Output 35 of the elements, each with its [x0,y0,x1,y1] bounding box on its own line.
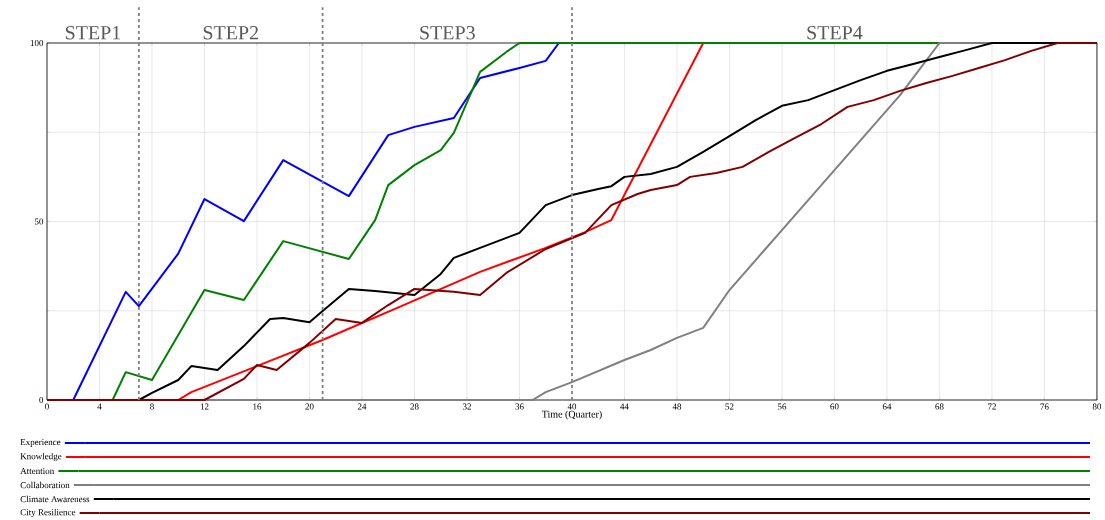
legend-label: Climate Awareness [20,495,90,503]
legend-label: Experience [20,439,61,447]
x-tick-label: 68 [935,403,944,410]
text: STEP1 [65,26,121,40]
text: STEP4 [807,26,863,40]
x-tick-label: 20 [305,403,314,410]
x-axis-title: Time (Quarter) [541,410,602,420]
x-tick-label: 32 [462,403,471,410]
x-tick-label: 72 [988,403,996,410]
x-tick-label: 28 [410,403,419,410]
x-tick-label: 0 [45,403,49,410]
x-tick-label: 8 [150,403,154,410]
x-tick-label: 60 [830,403,839,410]
legend-label: Attention [20,467,55,475]
x-tick-label: 64 [882,403,892,410]
x-tick-label: 16 [253,403,262,410]
legend-label: City Resilience [20,508,76,518]
x-tick-label: 76 [1040,403,1049,410]
text: STEP2 [203,26,258,40]
x-tick-label: 36 [515,403,524,410]
x-tick-label: 56 [777,403,787,410]
legend-label: Knowledge [20,452,62,462]
x-tick-label: 48 [672,403,682,410]
y-tick-label: 0 [39,396,44,404]
x-tick-label: 40 [567,403,577,410]
x-tick-label: 80 [1092,403,1102,410]
legend-label: Collaboration [20,481,70,489]
x-tick-label: 4 [97,403,102,410]
x-tick-label: 24 [357,403,367,410]
x-tick-label: 52 [725,403,734,410]
x-tick-label: 12 [200,403,209,410]
y-tick-label: 100 [30,39,44,47]
y-tick-label: 50 [34,218,44,225]
text: STEP3 [420,26,475,40]
x-tick-label: 44 [620,403,629,410]
